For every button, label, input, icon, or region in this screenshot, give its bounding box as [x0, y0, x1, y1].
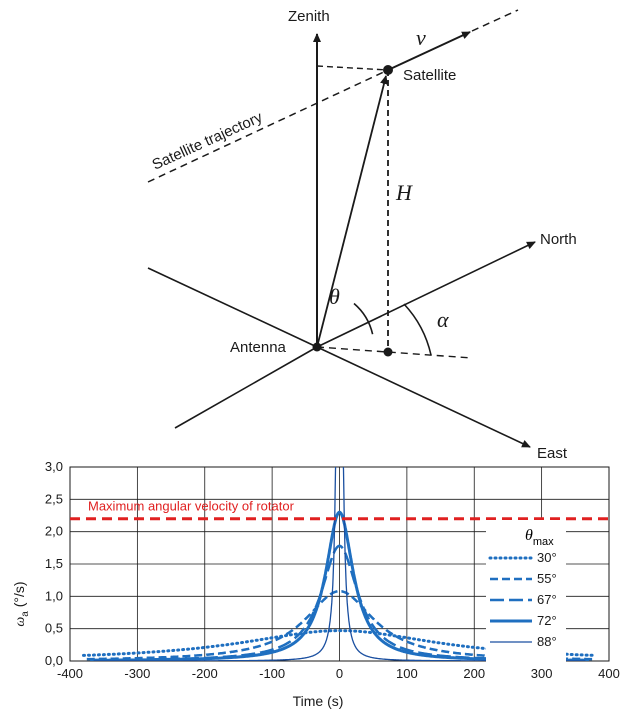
y-tick-label: 2,5: [45, 491, 63, 506]
x-tick-label: 300: [531, 666, 553, 681]
zenith-label: Zenith: [288, 8, 330, 25]
azimuth-arc: [403, 303, 432, 356]
elevation-arc: [353, 302, 374, 335]
azimuth-symbol: α: [437, 307, 449, 332]
east-axis: [316, 346, 531, 448]
threshold-label: Maximum angular velocity of rotator: [88, 499, 295, 514]
x-tick-label: -200: [192, 666, 218, 681]
height-symbol: H: [395, 180, 413, 205]
y-tick-label: 1,0: [45, 588, 63, 603]
trajectory-extension: [471, 9, 519, 32]
elevation-symbol: θ: [329, 284, 340, 309]
subsatellite-point: [383, 347, 393, 357]
line-of-sight: [316, 75, 388, 348]
north-label: North: [540, 231, 577, 248]
east-label: East: [537, 445, 568, 462]
x-tick-label: 400: [598, 666, 620, 681]
ground-projection: [316, 346, 473, 359]
y-axis-unit: (°/s): [11, 581, 27, 611]
series-line: [82, 629, 597, 657]
x-tick-label: -100: [259, 666, 285, 681]
x-tick-label: 100: [396, 666, 418, 681]
y-tick-label: 3,0: [45, 459, 63, 474]
legend-label: 72°: [537, 613, 557, 628]
antenna-label: Antenna: [230, 339, 287, 356]
legend-title: θmax: [525, 527, 554, 548]
trajectory-line: [147, 69, 389, 183]
north-axis: [316, 241, 536, 348]
x-tick-label: 200: [463, 666, 485, 681]
legend-label: 55°: [537, 571, 557, 586]
zenith-projection: [316, 65, 389, 71]
y-axis-subscript: a: [20, 611, 31, 617]
y-axis-symbol: ω: [13, 617, 28, 627]
satellite-point: [383, 65, 393, 75]
velocity-arrow: [387, 31, 471, 71]
y-tick-label: 0,0: [45, 653, 63, 668]
y-tick-label: 2,0: [45, 524, 63, 539]
y-tick-label: 0,5: [45, 621, 63, 636]
x-tick-label: -400: [57, 666, 83, 681]
legend-title-symbol: θ: [525, 527, 533, 544]
legend: θmax 30° 55° 67° 72° 88°: [486, 520, 566, 666]
satellite-label: Satellite: [403, 67, 456, 84]
velocity-symbol: v: [416, 25, 426, 50]
tick-labels: -400 -300 -200 -100 0 100 200 300 400 0,0 0,5 1,0 1,…: [45, 459, 620, 681]
threshold: Maximum angular velocity of rotator: [70, 499, 609, 521]
x-tick-label: 0: [336, 666, 343, 681]
y-tick-label: 1,5: [45, 556, 63, 571]
y-axis-title: ωa (°/s): [11, 581, 31, 626]
legend-label: 30°: [537, 550, 557, 565]
legend-title-subscript: max: [533, 536, 554, 548]
x-axis-title: Time (s): [293, 693, 344, 709]
west-line: [147, 267, 318, 348]
x-tick-label: -300: [124, 666, 150, 681]
legend-label: 67°: [537, 592, 557, 607]
antenna-point: [312, 342, 322, 352]
south-line: [174, 346, 318, 429]
legend-label: 88°: [537, 634, 557, 649]
